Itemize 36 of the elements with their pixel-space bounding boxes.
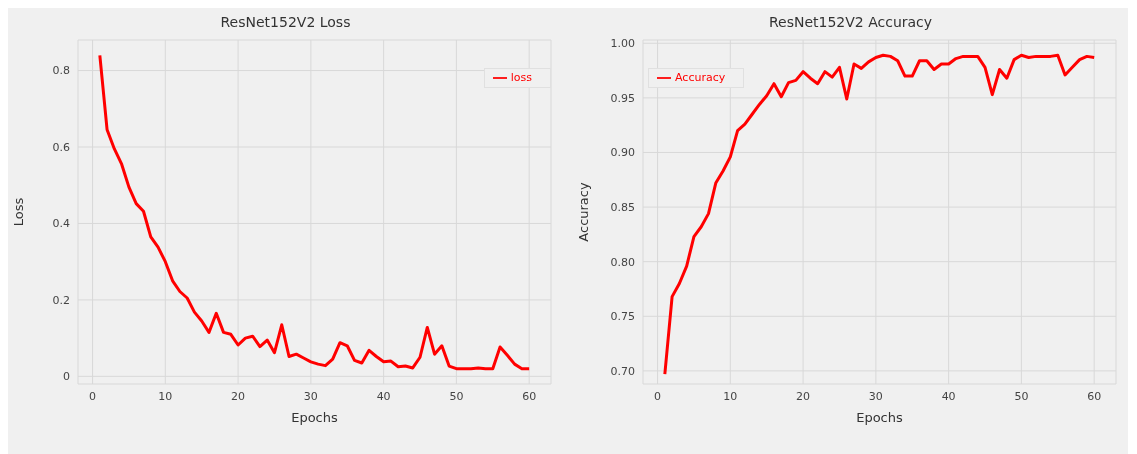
- x-tick-label: 20: [796, 389, 811, 403]
- y-tick-label: 0.85: [610, 200, 635, 214]
- y-tick-label: 0.70: [610, 364, 635, 378]
- chart-title: ResNet152V2 Accuracy: [767, 14, 934, 32]
- x-axis-title: Epochs: [291, 410, 339, 425]
- x-axis-title: Epochs: [856, 410, 904, 425]
- y-tick-label: 0.2: [52, 293, 70, 307]
- x-tick-label: 30: [303, 389, 318, 403]
- x-tick-label: 10: [723, 389, 738, 403]
- y-tick-label: 1.00: [610, 37, 635, 51]
- x-tick-label: 20: [231, 389, 246, 403]
- y-tick-label: 0.8: [52, 64, 70, 78]
- x-tick-label: 60: [522, 389, 537, 403]
- legend-label: loss: [510, 71, 532, 84]
- x-tick-label: 30: [868, 389, 883, 403]
- line-series: [663, 53, 1096, 376]
- legend-label: Accuracy: [675, 71, 726, 84]
- x-tick-label: 40: [941, 389, 956, 403]
- x-tick-label: 0: [654, 389, 662, 403]
- y-tick-label: 0.90: [610, 146, 635, 160]
- x-tick-label: 50: [1014, 389, 1029, 403]
- x-tick-label: 50: [449, 389, 464, 403]
- y-tick-label: 0.80: [610, 255, 635, 269]
- x-tick-label: 60: [1087, 389, 1102, 403]
- y-tick-label: 0: [63, 370, 70, 384]
- y-tick-label: 0.4: [52, 217, 70, 231]
- x-tick-label: 0: [89, 389, 97, 403]
- y-tick-label: 0.6: [52, 140, 70, 154]
- x-tick-label: 10: [158, 389, 173, 403]
- chart-title: ResNet152V2 Loss: [219, 14, 352, 32]
- y-tick-label: 0.95: [610, 91, 635, 105]
- y-axis-title: Loss: [10, 197, 26, 227]
- y-tick-label: 0.75: [610, 310, 635, 324]
- x-tick-label: 40: [376, 389, 391, 403]
- y-axis-title: Accuracy: [575, 182, 591, 242]
- line-series: [98, 53, 531, 371]
